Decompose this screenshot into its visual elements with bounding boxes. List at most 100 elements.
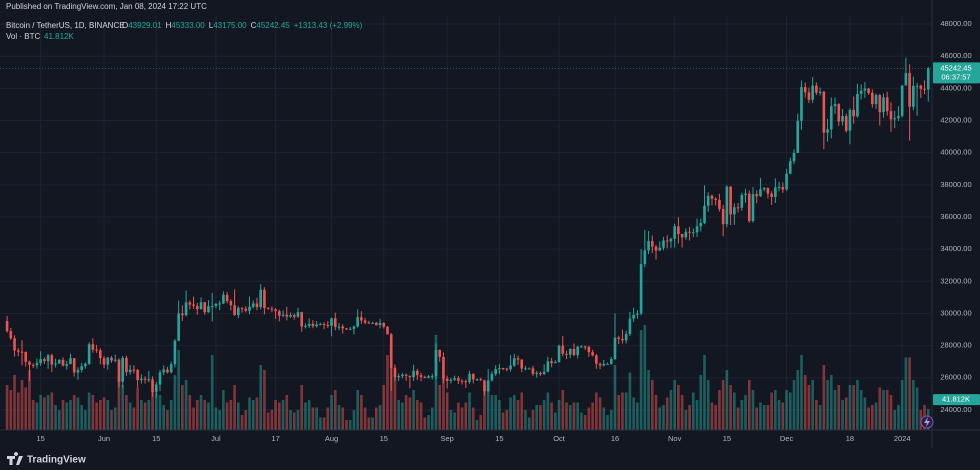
volume-bar [229,400,233,430]
volume-bar [352,410,356,430]
volume-bar [412,390,415,430]
candle-body [498,368,501,370]
volume-bar [576,402,580,430]
candle-body [527,368,531,370]
volume-bar [643,325,647,430]
symbol: Bitcoin / TetherUS, 1D, BINANCE [6,21,125,30]
candle-body [792,152,796,162]
candle-body [188,302,192,305]
candle-body [460,380,464,382]
volume-bar [818,405,822,430]
candle-body [158,372,162,385]
candle-body [367,322,371,324]
brand-name: TradingView [27,455,86,466]
candle-body [755,194,759,197]
volume-bar [744,395,747,430]
candle-body [125,357,128,373]
volume-bar [662,405,665,430]
volume-bar [706,380,710,430]
candle-body [363,320,367,323]
candle-body [453,378,456,380]
volume-bar [311,407,315,430]
volume-bar [151,390,154,430]
candle-body [885,97,889,112]
volume-bar [498,400,501,430]
candle-body [580,346,583,348]
candle-body [315,324,318,327]
candle-body [807,92,811,100]
volume-bar [169,400,173,430]
volume-bar [113,407,117,430]
candle-body [833,104,837,107]
candle-body [184,302,188,316]
volume-bar [460,407,464,430]
volume-bar [863,397,867,430]
candle-body [128,369,132,373]
candle-body [117,359,121,382]
candle-body [65,364,69,366]
candle-body [210,305,214,307]
candle-body [621,338,624,341]
candle-body [457,378,460,381]
candle-body [419,375,423,377]
candle-body [296,312,300,317]
candle-body [345,328,348,330]
candle-body [319,323,322,325]
volume-bar [80,405,83,430]
volume-bar [699,375,703,430]
volume-bar [524,410,527,430]
candle-body [91,344,95,350]
volume-bar [188,395,192,430]
candle-body [371,322,374,324]
volume-bar [736,407,740,430]
volume-bar [688,405,691,430]
candle-body [859,90,863,94]
candle-body [826,129,829,133]
candle-body [923,88,926,90]
volume-bar [35,402,39,430]
volume-bar [449,410,453,430]
candle-body [375,322,378,326]
volume-bar [669,390,673,430]
volume-bar [647,370,650,430]
volume-bar [781,402,785,430]
volume-bar [434,335,438,430]
volume-bar [106,400,110,430]
volume-bar [893,410,897,430]
volume-bar [330,395,333,430]
volume-bar [20,380,24,430]
volume-bar [785,390,788,430]
volume-bar [166,410,169,430]
candle-body [729,186,732,215]
candle-body [195,305,199,310]
candle-body [598,363,602,366]
volume-bar [5,385,9,430]
volume-bar [337,405,341,430]
candle-body [565,353,568,355]
candle-body [177,313,180,341]
candle-body [759,189,762,197]
candle-body [468,373,471,382]
candle-body [512,358,516,366]
volume-bar [210,355,214,430]
volume-bar [289,410,292,430]
candle-body [401,374,404,377]
volume-bar [9,390,13,430]
candle-body [479,379,483,381]
candle-body [430,376,434,378]
volume-bar [50,392,54,430]
volume-bar [427,415,430,430]
candle-body [397,376,400,378]
candle-body [263,289,266,309]
volume-bar [650,380,654,430]
volume-bar [546,392,550,430]
volume-bar [714,405,717,430]
volume-bar [841,400,844,430]
candle-body [818,91,822,93]
candle-body [28,361,31,365]
candle-body [285,314,289,317]
candle-body [695,226,699,233]
volume-bar [565,402,568,430]
candle-body [889,111,893,120]
volume-bar [755,407,759,430]
